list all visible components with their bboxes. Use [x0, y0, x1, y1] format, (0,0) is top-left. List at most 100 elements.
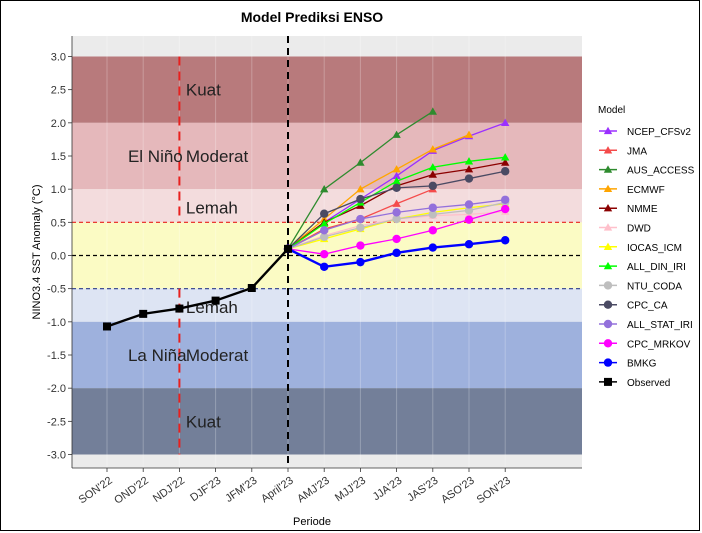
data-point	[501, 153, 510, 161]
data-point	[501, 118, 510, 126]
legend-item: CPC_CA	[599, 300, 668, 312]
data-point	[320, 209, 329, 218]
y-tick-label: 1.0	[51, 184, 66, 196]
y-tick-label: 3.0	[51, 52, 66, 64]
band-annotation: Moderat	[186, 147, 249, 166]
data-point	[501, 158, 510, 166]
legend-item: NMME	[599, 204, 658, 215]
x-tick-label: JFM'23	[223, 475, 259, 505]
data-point	[428, 145, 437, 153]
category-band-0	[72, 56, 582, 123]
data-point	[464, 157, 474, 165]
legend-marker	[603, 261, 613, 270]
data-point	[392, 130, 401, 138]
legend-label: Observed	[627, 378, 670, 389]
data-point	[356, 194, 365, 204]
x-tick-label: AMJ'23	[295, 475, 332, 506]
data-point	[501, 195, 510, 204]
legend-marker	[603, 319, 613, 329]
legend-item: ECMWF	[599, 184, 665, 196]
category-band-5	[72, 321, 582, 389]
legend-label: ALL_DIN_IRI	[627, 262, 686, 273]
legend-label: DWD	[627, 224, 651, 235]
series-aus_access	[283, 107, 437, 253]
legend-marker	[603, 204, 613, 212]
data-point	[356, 184, 365, 193]
data-point	[356, 214, 365, 224]
legend-label: ALL_STAT_IRI	[627, 320, 693, 331]
data-point	[211, 296, 220, 305]
data-point	[501, 204, 510, 214]
x-tick-label: SON'22	[77, 475, 115, 507]
data-point	[464, 200, 474, 209]
legend-item: AUS_ACCESS	[599, 165, 695, 177]
legend-marker	[603, 126, 613, 135]
legend-item: ALL_DIN_IRI	[599, 261, 686, 273]
legend-marker	[603, 242, 613, 250]
data-point	[356, 257, 365, 267]
band-annotation: Lemah	[186, 199, 238, 218]
data-point	[464, 130, 474, 138]
band-annotation: Kuat	[186, 412, 221, 431]
legend-marker	[603, 146, 613, 154]
data-point	[428, 226, 437, 235]
data-point	[392, 183, 401, 193]
data-point	[501, 236, 510, 245]
data-point	[356, 241, 365, 250]
data-point	[428, 203, 437, 212]
x-tick-label: JAS'23	[405, 475, 440, 505]
data-point	[320, 226, 329, 235]
data-point	[428, 210, 437, 219]
data-point	[320, 219, 329, 227]
y-tick-label: -0.5	[47, 284, 66, 296]
y-tick-label: 0.0	[51, 251, 66, 263]
data-point	[392, 171, 401, 180]
data-point	[320, 262, 329, 271]
y-tick-label: 0.5	[51, 217, 66, 229]
data-point	[356, 223, 365, 232]
x-tick-label: ASO'23	[439, 475, 477, 506]
legend-label: ECMWF	[627, 185, 665, 196]
category-band-4	[72, 288, 582, 322]
legend-item: JMA	[599, 146, 647, 157]
data-point	[284, 244, 292, 253]
legend-marker	[603, 300, 613, 309]
chart-title: Model Prediksi ENSO	[241, 9, 383, 25]
band-annotation: Moderat	[186, 346, 249, 365]
x-tick-label: SON'23	[475, 475, 513, 507]
data-point	[392, 234, 401, 244]
data-point	[464, 206, 474, 215]
legend-marker	[603, 339, 613, 348]
data-point	[428, 107, 437, 115]
x-tick-label: NDJ'22	[151, 475, 187, 505]
data-point	[392, 177, 401, 185]
x-tick-label: OND'22	[112, 475, 151, 507]
legend-label: NCEP_CFSv2	[627, 127, 691, 138]
y-tick-label: -1.5	[47, 350, 66, 362]
data-point	[464, 215, 474, 224]
legend-label: IOCAS_ICM	[627, 243, 682, 254]
y-tick-label: 2.0	[51, 118, 66, 130]
data-point	[428, 170, 437, 178]
legend-marker	[604, 377, 612, 386]
legend-title: Model	[598, 105, 625, 116]
legend-label: JMA	[627, 146, 647, 157]
data-point	[247, 284, 256, 293]
legend-item: CPC_MRKOV	[599, 339, 691, 350]
band-annotation: Lemah	[186, 298, 238, 317]
legend-item: Observed	[599, 377, 670, 389]
data-point	[320, 249, 329, 259]
legend-item: DWD	[599, 223, 651, 235]
category-band-6	[72, 388, 582, 455]
y-tick-label: -1.0	[47, 317, 66, 329]
legend-label: NMME	[627, 204, 658, 215]
x-tick-label: DJF'23	[188, 475, 223, 505]
legend-item: NTU_CODA	[599, 281, 682, 292]
band-annotation: Kuat	[186, 81, 221, 100]
data-point	[428, 243, 437, 252]
y-tick-label: -2.5	[47, 416, 66, 428]
legend-marker	[603, 358, 613, 367]
y-tick-label: -3.0	[47, 450, 66, 462]
